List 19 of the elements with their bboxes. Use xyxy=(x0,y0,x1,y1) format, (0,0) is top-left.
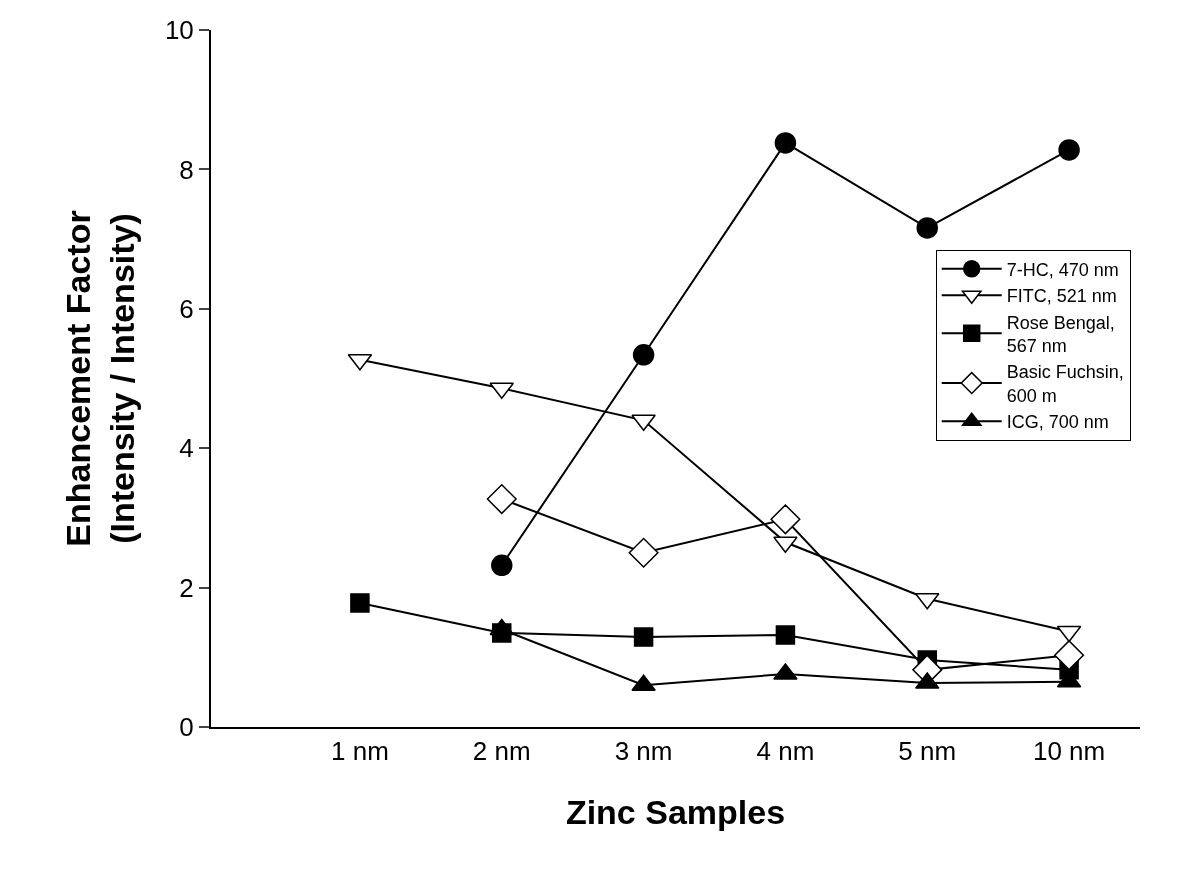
y-tick-label: 8 xyxy=(179,154,194,185)
legend-label: FITC, 521 nm xyxy=(1006,286,1117,307)
y-tick-label: 6 xyxy=(179,293,194,324)
y-tick-label: 10 xyxy=(164,15,194,46)
x-axis-title: Zinc Samples xyxy=(565,793,786,831)
x-tick-label: 2 nm xyxy=(472,736,531,767)
y-axis-title: Enhancement Factor (Intensity / Intensity) xyxy=(58,210,141,547)
x-tick-label: 4 nm xyxy=(756,736,815,767)
legend-label: ICG, 700 nm xyxy=(1006,412,1109,433)
y-tick-label: 2 xyxy=(179,572,194,603)
legend-label: Basic Fuchsin, 600 m xyxy=(1006,362,1124,406)
legend-label: Rose Bengal, 567 nm xyxy=(1006,312,1115,356)
x-tick-label: 10 nm xyxy=(1032,736,1106,767)
legend-label: 7-HC, 470 nm xyxy=(1006,259,1119,280)
x-tick-label: 5 nm xyxy=(898,736,957,767)
y-tick-label: 0 xyxy=(179,712,194,743)
x-tick-label: 3 nm xyxy=(614,736,673,767)
x-tick-label: 1 nm xyxy=(331,736,389,767)
y-tick-label: 4 xyxy=(179,433,194,464)
